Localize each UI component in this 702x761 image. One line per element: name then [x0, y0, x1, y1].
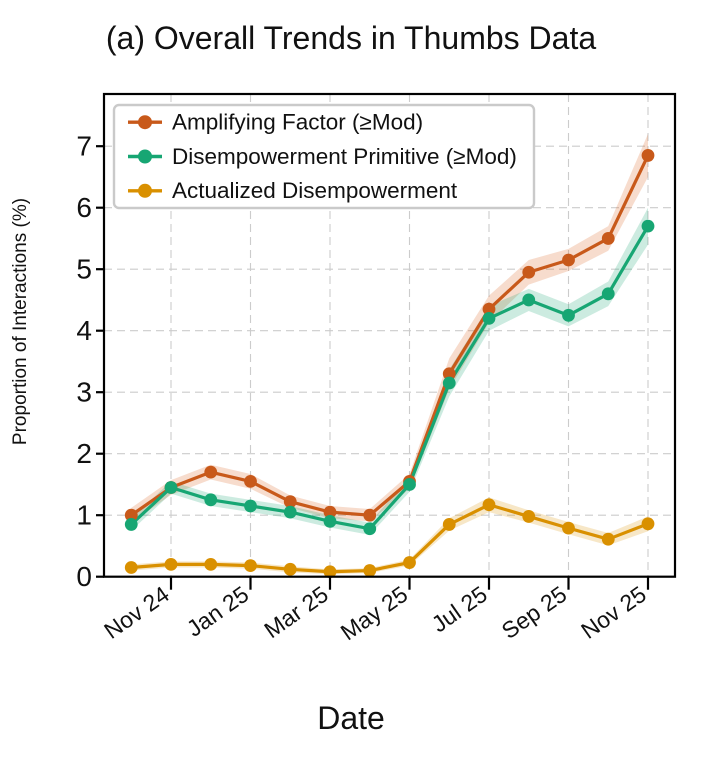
- svg-text:0: 0: [76, 561, 92, 592]
- svg-text:1: 1: [76, 500, 92, 531]
- svg-text:5: 5: [76, 254, 92, 285]
- svg-text:Amplifying Factor (≥Mod): Amplifying Factor (≥Mod): [172, 110, 423, 135]
- svg-text:Actualized Disempowerment: Actualized Disempowerment: [172, 178, 458, 203]
- svg-text:6: 6: [76, 192, 92, 223]
- svg-text:3: 3: [76, 377, 92, 408]
- svg-text:Disempowerment Primitive (≥Mod: Disempowerment Primitive (≥Mod): [172, 144, 517, 169]
- svg-text:4: 4: [76, 315, 92, 346]
- svg-text:2: 2: [76, 438, 92, 469]
- svg-text:7: 7: [76, 131, 92, 162]
- svg-text:Proportion of Interactions (%): Proportion of Interactions (%): [10, 198, 31, 445]
